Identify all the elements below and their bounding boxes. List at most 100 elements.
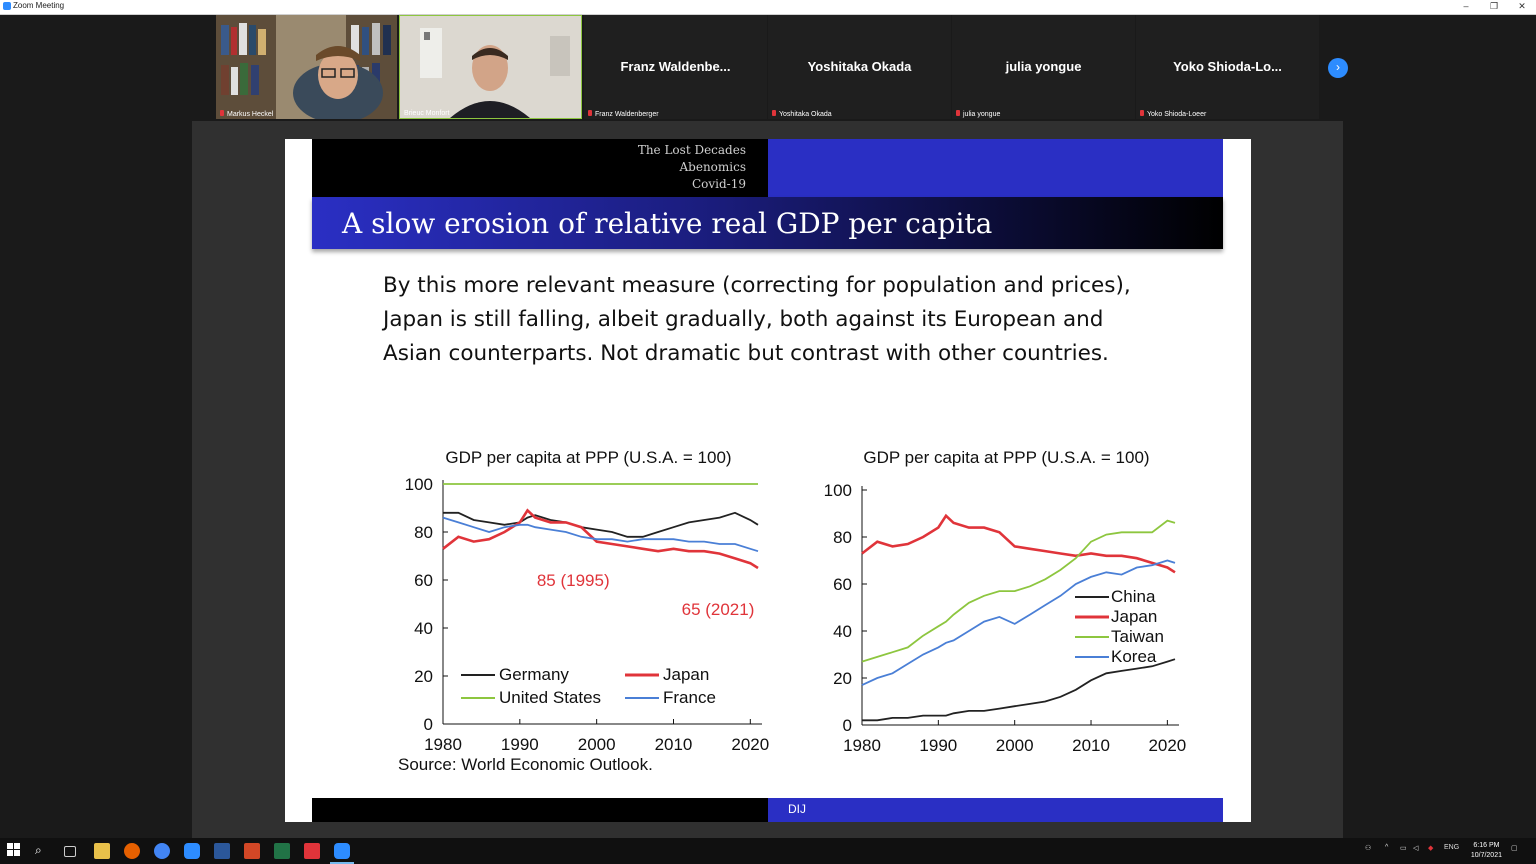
muted-mic-icon <box>956 110 960 116</box>
participant-display-name: Yoshitaka Okada <box>807 59 912 74</box>
chart-source-note: Source: World Economic Outlook. <box>398 755 653 774</box>
section-item: Abenomics <box>679 160 747 174</box>
y-tick-label: 40 <box>414 619 433 638</box>
slide-header-right <box>768 139 1223 197</box>
participant-tile[interactable]: julia yongue julia yongue <box>952 15 1135 119</box>
clock-date: 10/7/2021 <box>1470 852 1502 859</box>
clock-time: 6:16 PM <box>1473 842 1500 849</box>
y-tick-label: 100 <box>824 481 852 500</box>
y-tick-label: 80 <box>414 523 433 542</box>
participant-display-name: Yoko Shioda-Lo... <box>1173 59 1282 74</box>
participant-tile-video-active[interactable]: Brieuc Monfort <box>399 15 582 119</box>
restore-button[interactable]: ❐ <box>1489 1 1499 11</box>
zoom-icon[interactable] <box>184 843 200 859</box>
x-tick-label: 2010 <box>655 735 693 754</box>
presentation-slide: The Lost Decades Abenomics Covid-19 A sl… <box>285 139 1251 822</box>
chevron-right-icon[interactable]: › <box>1328 58 1348 78</box>
excel-icon[interactable] <box>274 843 290 859</box>
chevron-up-icon[interactable]: ^ <box>1385 844 1389 851</box>
y-tick-label: 0 <box>424 715 433 734</box>
network-icon[interactable]: ▭ <box>1400 845 1407 852</box>
x-tick-label: 2020 <box>1148 736 1186 755</box>
muted-mic-icon <box>220 110 224 116</box>
slide-footer-left <box>312 798 768 822</box>
series-line-germany <box>443 511 759 538</box>
window-titlebar: Zoom Meeting – ❐ ✕ <box>0 0 1536 15</box>
participant-tile[interactable]: Yoshitaka Okada Yoshitaka Okada <box>768 15 951 119</box>
y-tick-label: 40 <box>833 622 852 641</box>
slide-title: A slow erosion of relative real GDP per … <box>342 207 993 240</box>
chart-title: GDP per capita at PPP (U.S.A. = 100) <box>863 448 1149 467</box>
minimize-button[interactable]: – <box>1463 1 1469 11</box>
right-chart: GDP per capita at PPP (U.S.A. = 100) 0 20 4… <box>824 448 1187 755</box>
participant-name-label: Yoko Shioda-Loeer <box>1140 110 1206 118</box>
dropbox-icon[interactable]: ◆ <box>1428 845 1434 852</box>
x-tick-label: 2020 <box>731 735 769 754</box>
firefox-icon[interactable] <box>124 843 140 859</box>
y-tick-label: 20 <box>833 669 852 688</box>
participant-display-name: julia yongue <box>1005 59 1082 74</box>
slide-footer-right: DIJ <box>768 798 1223 822</box>
word-icon[interactable] <box>214 843 230 859</box>
chart-title: GDP per capita at PPP (U.S.A. = 100) <box>445 448 731 467</box>
zoom-active-icon[interactable] <box>334 843 350 859</box>
series-line-china <box>862 658 1176 722</box>
annotation-label: 85 (1995) <box>537 571 610 590</box>
slide-header-left: The Lost Decades Abenomics Covid-19 <box>312 139 768 197</box>
volume-icon[interactable]: ◁ <box>1413 845 1419 852</box>
window-title: Zoom Meeting <box>13 1 65 10</box>
task-view-icon[interactable] <box>64 846 76 857</box>
y-tick-label: 60 <box>414 571 433 590</box>
participant-tile[interactable]: Franz Waldenbe... Franz Waldenberger <box>584 15 767 119</box>
participant-video-feed <box>400 16 581 118</box>
y-tick-label: 80 <box>833 528 852 547</box>
slide-section-nav: The Lost Decades Abenomics Covid-19 <box>638 142 768 193</box>
windows-taskbar: ⌕ ⚇ ^ ▭ ◁ ◆ ENG 6:16 PM 10/7/2021 ▢ <box>0 838 1536 864</box>
series-line-taiwan <box>861 519 1176 663</box>
muted-mic-icon <box>772 110 776 116</box>
muted-mic-icon <box>588 110 592 116</box>
notification-icon[interactable]: ▢ <box>1511 845 1518 852</box>
acrobat-icon[interactable] <box>304 843 320 859</box>
file-explorer-icon[interactable] <box>94 843 110 859</box>
series-line-france <box>442 516 759 553</box>
legend-label: United States <box>499 688 601 707</box>
x-tick-label: 1980 <box>424 735 462 754</box>
windows-start-icon[interactable] <box>7 843 23 859</box>
slide-body-text: By this more relevant measure (correctin… <box>383 273 1131 366</box>
language-indicator[interactable]: ENG <box>1444 844 1460 851</box>
legend-label: Japan <box>663 665 709 684</box>
series-line-japan <box>442 508 759 570</box>
legend-label: Korea <box>1111 647 1157 666</box>
legend-label: Japan <box>1111 607 1157 626</box>
slide-title-bar: A slow erosion of relative real GDP per … <box>312 197 1223 249</box>
clock[interactable]: 6:16 PM 10/7/2021 <box>1471 841 1502 861</box>
x-tick-label: 1980 <box>843 736 881 755</box>
active-app-indicator <box>330 862 354 864</box>
participant-gallery: Markus Heckel Brieuc Monfort Franz Walde… <box>0 15 1536 121</box>
participant-name-label: Markus Heckel <box>220 110 273 118</box>
x-tick-label: 2000 <box>578 735 616 754</box>
y-tick-label: 0 <box>843 716 852 735</box>
y-tick-label: 100 <box>405 475 433 494</box>
chrome-icon[interactable] <box>154 843 170 859</box>
y-tick-label: 60 <box>833 575 852 594</box>
left-chart: GDP per capita at PPP (U.S.A. = 100) 0 20 4… <box>398 448 769 774</box>
powerpoint-icon[interactable] <box>244 843 260 859</box>
participant-display-name: Franz Waldenbe... <box>620 59 731 74</box>
legend-label: China <box>1111 587 1156 606</box>
people-icon[interactable]: ⚇ <box>1365 845 1372 852</box>
participant-name-label: Brieuc Monfort <box>404 110 450 117</box>
zoom-app-icon <box>3 2 11 10</box>
x-tick-label: 2010 <box>1072 736 1110 755</box>
x-tick-label: 1990 <box>919 736 957 755</box>
participant-tile-video[interactable]: Markus Heckel <box>216 15 397 119</box>
search-icon[interactable]: ⌕ <box>35 843 42 857</box>
participant-tile[interactable]: Yoko Shioda-Lo... Yoko Shioda-Loeer <box>1136 15 1319 119</box>
x-tick-label: 1990 <box>501 735 539 754</box>
muted-mic-icon <box>1140 110 1144 116</box>
x-tick-label: 2000 <box>996 736 1034 755</box>
series-line-japan <box>861 513 1176 574</box>
close-button[interactable]: ✕ <box>1518 1 1526 11</box>
participant-video-feed <box>216 15 397 119</box>
